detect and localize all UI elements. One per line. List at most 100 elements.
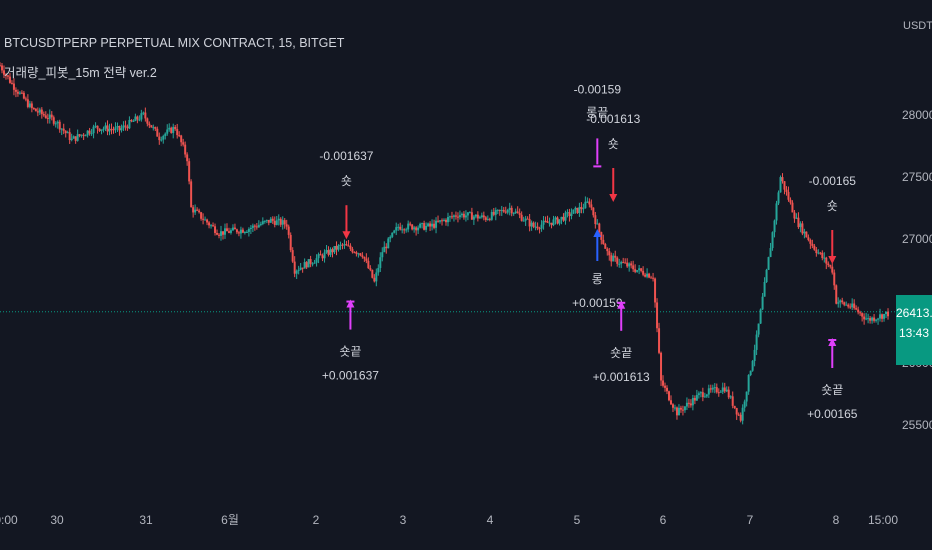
long-arrow-head — [593, 229, 602, 237]
candle-body — [92, 126, 95, 134]
candle-body — [546, 221, 549, 223]
candle-body — [570, 213, 573, 217]
candle-body — [319, 254, 322, 256]
candle-body — [699, 392, 702, 394]
candle-body — [295, 270, 298, 274]
short-arrow-head — [609, 194, 618, 202]
candle-body — [837, 302, 840, 304]
candle-body — [401, 229, 404, 231]
candle-body — [566, 212, 569, 214]
candle-body — [767, 257, 770, 270]
candle-body — [289, 234, 292, 251]
candle-body — [753, 349, 756, 361]
candle-body — [176, 129, 179, 136]
candle-body — [128, 120, 131, 129]
candle-body — [881, 314, 884, 319]
candle-body — [10, 82, 13, 84]
candle-body — [293, 261, 296, 274]
x-tick-label: 2 — [313, 513, 320, 527]
candle-body — [887, 311, 890, 317]
candle-body — [833, 272, 836, 286]
candle-body — [122, 125, 125, 129]
candle-body — [225, 228, 228, 232]
last-price-badge: 26413.0 13:43 — [896, 295, 932, 365]
last-price-value: 26413.0 — [896, 306, 932, 320]
candle-body — [429, 223, 432, 227]
candle-body — [821, 252, 824, 259]
candle-body — [799, 223, 802, 228]
candle-body — [257, 225, 260, 228]
candle-body — [835, 285, 838, 304]
candle-body — [407, 223, 410, 230]
candle-body — [12, 83, 15, 90]
candle-body — [584, 201, 587, 209]
candle-body — [433, 223, 436, 228]
candle-body — [727, 389, 730, 398]
candle-body — [787, 191, 790, 200]
candle-body — [353, 252, 356, 254]
candle-body — [869, 318, 872, 321]
candle-body — [46, 117, 49, 119]
y-tick-label: 25500.0 — [902, 418, 932, 432]
exit-arrow-head — [617, 300, 626, 309]
candle-body — [307, 259, 310, 268]
candle-body — [522, 220, 525, 222]
candle-body — [138, 119, 141, 121]
candle-body — [618, 263, 621, 265]
candle-body — [825, 257, 828, 264]
currency-label[interactable]: USDT — [903, 20, 932, 32]
candle-body — [62, 128, 65, 131]
candle-body — [152, 127, 155, 129]
candle-body — [4, 74, 7, 76]
candle-body — [538, 228, 541, 230]
candle-body — [448, 216, 451, 218]
candle-body — [345, 244, 348, 246]
candle-body — [819, 252, 822, 254]
candle-body — [592, 207, 595, 216]
candle-body — [540, 224, 543, 229]
candle-body — [709, 388, 712, 390]
candle-body — [853, 303, 856, 309]
trade-label: 숏 — [341, 174, 352, 188]
candle-body — [472, 216, 475, 220]
candle-body — [650, 277, 653, 279]
short-arrow-head — [828, 256, 837, 264]
symbol-title[interactable]: BTCUSDTPERP PERPETUAL MIX CONTRACT, 15, … — [4, 36, 345, 50]
candle-body — [480, 215, 483, 218]
candle-body — [626, 262, 629, 267]
time-axis[interactable]: 0:00 30 31 6월 2 3 4 5 6 7 8 15:00 — [0, 513, 898, 527]
candle-body — [397, 226, 400, 228]
candle-body — [829, 265, 832, 267]
candle-body — [490, 212, 493, 220]
candle-body — [757, 323, 760, 335]
candle-body — [186, 154, 189, 162]
candle-body — [841, 300, 844, 303]
candle-body — [847, 304, 850, 307]
candle-body — [656, 302, 659, 329]
candle-body — [20, 92, 23, 94]
trade-label: 숏끝 — [610, 346, 632, 360]
candle-body — [116, 126, 119, 128]
candle-body — [512, 212, 515, 214]
candle-body — [755, 334, 758, 350]
candle-body — [773, 220, 776, 233]
candle-body — [170, 127, 173, 133]
candle-body — [297, 269, 300, 271]
candle-body — [329, 249, 332, 255]
candle-body — [313, 262, 316, 264]
candle-body — [72, 136, 75, 139]
indicator-title[interactable]: 거래량_피봇_15m 전략 ver.2 — [4, 66, 157, 80]
candle-body — [409, 223, 412, 225]
candle-body — [450, 216, 453, 218]
candle-body — [594, 215, 597, 225]
candle-body — [648, 273, 651, 278]
candle-body — [544, 220, 547, 222]
candle-body — [222, 231, 224, 235]
trade-label: 숏끝 — [339, 345, 361, 359]
candle-body — [134, 116, 137, 121]
candle-body — [323, 252, 326, 259]
candle-body — [879, 314, 882, 319]
candle-body — [194, 209, 197, 213]
candle-body — [208, 222, 211, 226]
